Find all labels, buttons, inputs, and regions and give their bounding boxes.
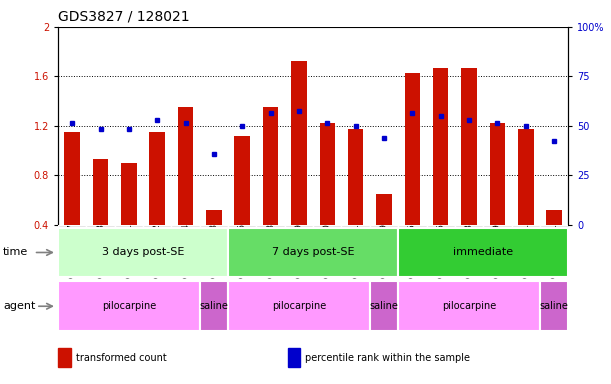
Text: GSM367551: GSM367551 <box>521 223 530 278</box>
Text: saline: saline <box>200 301 229 311</box>
FancyBboxPatch shape <box>483 225 511 276</box>
FancyBboxPatch shape <box>455 225 483 276</box>
FancyBboxPatch shape <box>115 225 143 276</box>
Text: agent: agent <box>3 301 35 311</box>
Text: GSM367546: GSM367546 <box>436 223 445 278</box>
Text: GSM367721: GSM367721 <box>549 223 558 278</box>
FancyBboxPatch shape <box>200 281 228 331</box>
Text: GSM367534: GSM367534 <box>181 223 190 278</box>
FancyBboxPatch shape <box>426 225 455 276</box>
Text: 3 days post-SE: 3 days post-SE <box>102 247 185 258</box>
Bar <box>518 129 533 225</box>
FancyBboxPatch shape <box>228 225 257 276</box>
Text: GSM367531: GSM367531 <box>125 223 133 278</box>
Bar <box>235 136 250 225</box>
Bar <box>178 107 194 225</box>
Text: GSM367538: GSM367538 <box>266 223 275 278</box>
Bar <box>291 61 307 225</box>
Bar <box>93 159 108 225</box>
Text: GSM367540: GSM367540 <box>323 223 332 278</box>
FancyBboxPatch shape <box>342 225 370 276</box>
Bar <box>376 194 392 225</box>
Bar <box>320 123 335 225</box>
Text: 7 days post-SE: 7 days post-SE <box>272 247 354 258</box>
FancyBboxPatch shape <box>58 225 86 276</box>
FancyBboxPatch shape <box>285 225 313 276</box>
Bar <box>121 163 137 225</box>
Bar <box>461 68 477 225</box>
FancyBboxPatch shape <box>200 225 228 276</box>
FancyBboxPatch shape <box>398 225 426 276</box>
FancyBboxPatch shape <box>370 281 398 331</box>
FancyBboxPatch shape <box>143 225 172 276</box>
Text: GSM367549: GSM367549 <box>493 223 502 278</box>
FancyBboxPatch shape <box>540 281 568 331</box>
FancyBboxPatch shape <box>511 225 540 276</box>
Text: GSM367536: GSM367536 <box>238 223 247 278</box>
Text: GSM367541: GSM367541 <box>351 223 360 278</box>
Text: GSM367539: GSM367539 <box>295 223 304 278</box>
FancyBboxPatch shape <box>86 225 115 276</box>
Text: GSM367548: GSM367548 <box>464 223 474 278</box>
FancyBboxPatch shape <box>313 225 342 276</box>
Bar <box>433 68 448 225</box>
Text: GSM367528: GSM367528 <box>96 223 105 278</box>
Text: GSM367718: GSM367718 <box>210 223 219 278</box>
Text: saline: saline <box>370 301 398 311</box>
Text: GSM367719: GSM367719 <box>379 223 389 278</box>
Text: time: time <box>3 247 28 258</box>
Bar <box>64 132 80 225</box>
Text: GSM367545: GSM367545 <box>408 223 417 278</box>
Text: percentile rank within the sample: percentile rank within the sample <box>306 353 470 363</box>
Text: GSM367527: GSM367527 <box>68 223 77 278</box>
FancyBboxPatch shape <box>398 228 568 277</box>
FancyBboxPatch shape <box>172 225 200 276</box>
Text: pilocarpine: pilocarpine <box>102 301 156 311</box>
FancyBboxPatch shape <box>398 281 540 331</box>
FancyBboxPatch shape <box>228 228 398 277</box>
Bar <box>489 123 505 225</box>
FancyBboxPatch shape <box>58 281 200 331</box>
Bar <box>150 132 165 225</box>
FancyBboxPatch shape <box>228 281 370 331</box>
Text: transformed count: transformed count <box>76 353 167 363</box>
Text: saline: saline <box>540 301 568 311</box>
FancyBboxPatch shape <box>58 228 228 277</box>
Bar <box>58 349 71 367</box>
FancyBboxPatch shape <box>370 225 398 276</box>
Bar <box>404 73 420 225</box>
Text: GSM367532: GSM367532 <box>153 223 162 278</box>
FancyBboxPatch shape <box>257 225 285 276</box>
Bar <box>288 349 301 367</box>
Bar <box>546 210 562 225</box>
Text: immediate: immediate <box>453 247 513 258</box>
Text: pilocarpine: pilocarpine <box>272 301 326 311</box>
Text: GDS3827 / 128021: GDS3827 / 128021 <box>58 10 189 23</box>
FancyBboxPatch shape <box>540 225 568 276</box>
Bar <box>206 210 222 225</box>
Bar <box>263 107 279 225</box>
Bar <box>348 129 364 225</box>
Text: pilocarpine: pilocarpine <box>442 301 496 311</box>
